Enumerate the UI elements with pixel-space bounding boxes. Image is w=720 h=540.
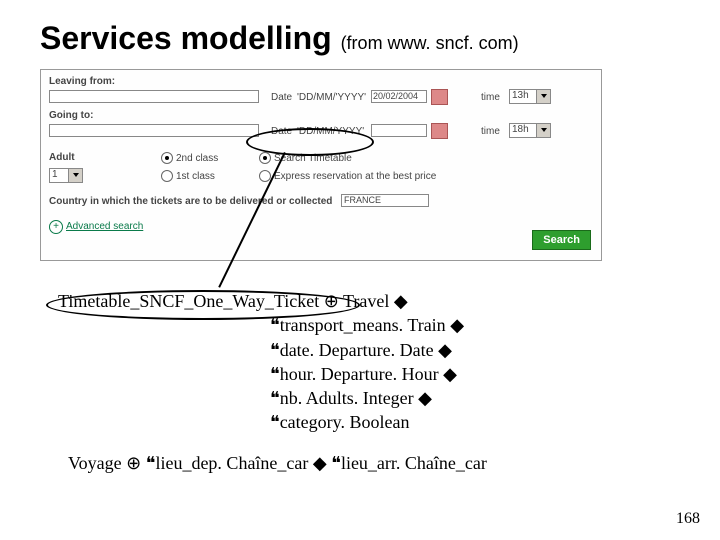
going-input[interactable] <box>49 124 259 137</box>
annotation-ellipse-text <box>46 290 360 320</box>
time-label-2: time <box>481 126 500 137</box>
search-button[interactable]: Search <box>532 230 591 250</box>
radio-1st-class[interactable]: 1st class <box>161 170 215 182</box>
symbol-diamond: ◆ <box>394 291 408 311</box>
country-label: Country in which the tickets are to be d… <box>49 196 332 207</box>
date-hint-1: 'DD/MM/'YYYY' <box>297 92 366 103</box>
annotation-ellipse-timetable <box>246 128 374 156</box>
calendar-icon-2[interactable] <box>431 123 448 139</box>
slide-title: Services modelling (from www. sncf. com) <box>40 20 680 57</box>
country-input[interactable]: FRANCE <box>341 194 429 207</box>
going-label: Going to: <box>49 110 93 121</box>
leaving-label: Leaving from: <box>49 76 115 87</box>
calendar-icon[interactable] <box>431 89 448 105</box>
sncf-form-screenshot: Leaving from: Date 'DD/MM/'YYYY' 20/02/2… <box>40 69 602 261</box>
adult-label: Adult <box>49 152 75 163</box>
date-label-1: Date <box>271 92 292 103</box>
page-number: 168 <box>676 510 700 528</box>
adult-select[interactable]: 1 <box>49 168 83 183</box>
date-input-1[interactable]: 20/02/2004 <box>371 90 427 103</box>
radio-express[interactable]: Express reservation at the best price <box>259 170 436 182</box>
time-select-1[interactable]: 13h <box>509 89 551 104</box>
title-main: Services modelling <box>40 20 332 56</box>
radio-2nd-class[interactable]: 2nd class <box>161 152 218 164</box>
advanced-search-link[interactable]: +Advanced search <box>49 220 143 234</box>
leaving-input[interactable] <box>49 90 259 103</box>
date-input-2[interactable] <box>371 124 427 137</box>
time-label-1: time <box>481 92 500 103</box>
title-sub: (from www. sncf. com) <box>341 33 519 53</box>
time-select-2[interactable]: 18h <box>509 123 551 138</box>
